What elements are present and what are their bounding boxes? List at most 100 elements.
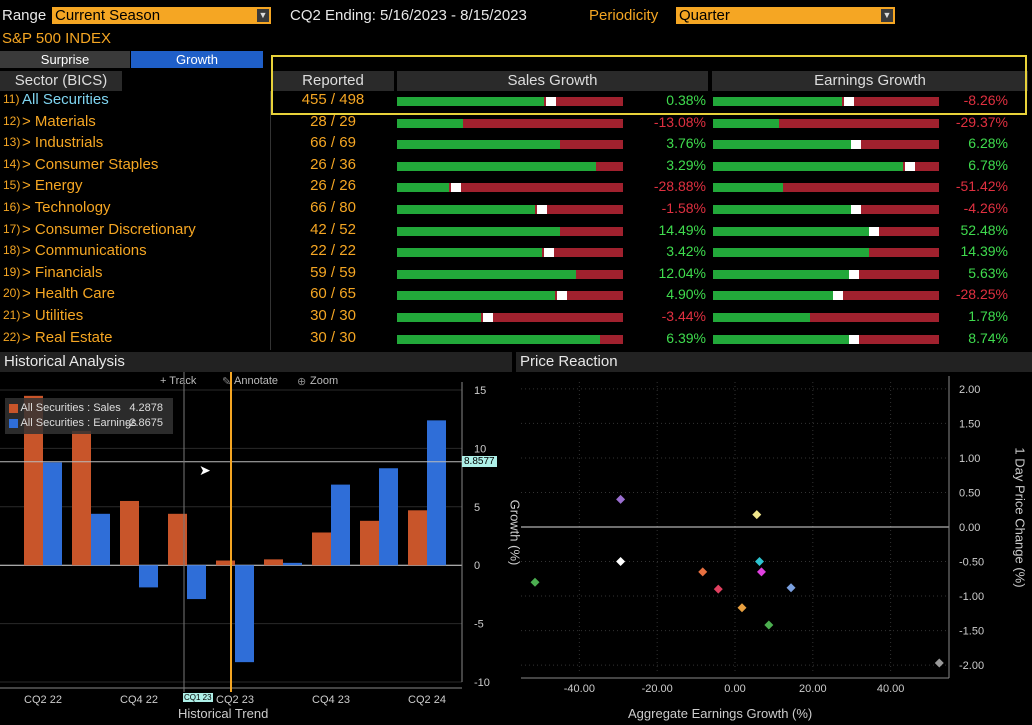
bar-marker — [848, 269, 859, 279]
table-row[interactable]: 11) All Securities 455 / 498 0.38% -8.26… — [0, 91, 1032, 113]
reported-count: 30 / 30 — [310, 328, 356, 346]
sector-name[interactable]: > Utilities — [22, 307, 84, 324]
table-row[interactable]: 16) > Technology 66 / 80 -1.58% -4.26% — [0, 199, 1032, 221]
sales-bar — [168, 513, 187, 566]
range-dropdown[interactable]: Current Season ▼ — [52, 7, 271, 24]
sales-growth-bar — [397, 334, 623, 344]
sales-growth-value: 4.90% — [666, 286, 706, 303]
earnings-growth-value: -8.26% — [963, 92, 1008, 108]
table-row[interactable]: 21) > Utilities 30 / 30 -3.44% 1.78% — [0, 307, 1032, 329]
row-separator — [270, 220, 271, 243]
earnings-bar — [427, 420, 446, 566]
bar-marker — [832, 291, 843, 301]
col-header-reported[interactable]: Reported — [272, 71, 394, 91]
table-row[interactable]: 18) > Communications 22 / 22 3.42% 14.39… — [0, 242, 1032, 264]
bar-marker — [850, 140, 861, 150]
table-row[interactable]: 22) > Real Estate 30 / 30 6.39% 8.74% — [0, 328, 1032, 351]
legend-label-sales: All Securities : Sales — [20, 402, 121, 414]
sector-name[interactable]: > Consumer Staples — [22, 155, 159, 173]
tab-surprise[interactable]: Surprise — [0, 51, 130, 68]
row-number: 16) — [3, 200, 21, 214]
legend-label-earnings: All Securities : Earnings — [20, 417, 137, 429]
sales-growth-value: -3.44% — [661, 308, 706, 324]
sector-name[interactable]: > Real Estate — [22, 328, 113, 346]
tab-growth[interactable]: Growth — [131, 51, 263, 68]
bar-marker — [844, 97, 855, 106]
zoom-icon: ⊕ — [297, 376, 307, 388]
sales-growth-value: 6.39% — [666, 329, 706, 346]
bar-green-fill — [397, 226, 560, 236]
sector-name[interactable]: > Technology — [22, 199, 111, 216]
sales-growth-value: 3.29% — [666, 156, 706, 173]
row-number: 22) — [3, 329, 21, 344]
table-row[interactable]: 19) > Financials 59 / 59 12.04% 5.63% — [0, 263, 1032, 286]
reported-count: 66 / 80 — [310, 199, 356, 216]
bar-marker — [546, 97, 557, 106]
scatter-point — [764, 620, 774, 630]
sector-name[interactable]: > Communications — [22, 242, 147, 260]
y-tick-label: -0.50 — [959, 557, 984, 569]
col-header-sector[interactable]: Sector (BICS) — [0, 71, 122, 91]
col-header-sales-growth[interactable]: Sales Growth — [397, 71, 708, 91]
y-tick-label: -2.00 — [959, 660, 984, 672]
bar-marker — [868, 226, 879, 236]
sector-name[interactable]: > Materials — [22, 112, 96, 130]
price-reaction-chart[interactable]: -40.00 -20.00 0.00 20.00 40.00 2.00 1.50 1.00 0.… — [516, 372, 1032, 725]
sector-name[interactable]: > Health Care — [22, 285, 115, 303]
chevron-down-icon: ▼ — [257, 9, 269, 22]
earnings-growth-value: 1.78% — [968, 308, 1008, 324]
bar-green-fill — [713, 183, 784, 193]
periodicity-dropdown[interactable]: Quarter ▼ — [676, 7, 895, 24]
sales-bar — [120, 500, 139, 566]
row-number: 14) — [3, 156, 21, 171]
table-row[interactable]: 15) > Energy 26 / 26 -28.88% -51.42% — [0, 177, 1032, 199]
table-row[interactable]: 13) > Industrials 66 / 69 3.76% 6.28% — [0, 134, 1032, 156]
row-number: 20) — [3, 286, 21, 301]
scatter-point — [755, 557, 765, 567]
bar-green-fill — [713, 313, 811, 322]
sector-name[interactable]: > Consumer Discretionary — [22, 220, 196, 238]
sales-growth-value: 0.38% — [666, 92, 706, 108]
earnings-bar — [43, 462, 62, 566]
y-tick-label: 5 — [474, 502, 480, 514]
price-reaction-ylabel: 1 Day Price Change (%) — [1012, 447, 1028, 588]
sector-name[interactable]: > Financials — [22, 263, 103, 281]
range-label: Range — [2, 7, 47, 24]
chevron-down-icon: ▼ — [881, 9, 893, 22]
row-separator — [270, 307, 271, 329]
sector-name[interactable]: > Industrials — [22, 134, 104, 152]
earnings-growth-bar — [713, 205, 939, 214]
y-tick-label: 1.00 — [959, 453, 980, 465]
historical-chart[interactable]: -10 -5 0 5 10 15 CQ2 22 CQ4 22 CQ2 23 CQ4 23 CQ2 2… — [0, 372, 512, 725]
sales-bar — [264, 559, 283, 566]
row-number: 19) — [3, 264, 21, 279]
mouse-cursor-icon: ➤ — [199, 462, 211, 478]
x-tick-label: -20.00 — [642, 683, 673, 695]
earnings-growth-value: -51.42% — [955, 178, 1008, 195]
bar-marker — [482, 313, 493, 322]
table-row[interactable]: 20) > Health Care 60 / 65 4.90% -28.25% — [0, 285, 1032, 307]
row-separator — [270, 199, 271, 221]
table-row[interactable]: 17) > Consumer Discretionary 42 / 52 14.… — [0, 220, 1032, 243]
reported-count: 26 / 26 — [310, 177, 356, 195]
table-row[interactable]: 14) > Consumer Staples 26 / 36 3.29% 6.7… — [0, 155, 1032, 178]
annotate-tool[interactable]: Annotate — [234, 375, 279, 387]
earnings-bar — [379, 468, 398, 566]
sales-growth-bar — [397, 205, 623, 214]
bar-green-fill — [397, 313, 481, 322]
zoom-tool[interactable]: Zoom — [310, 375, 339, 387]
earnings-bar — [283, 562, 302, 566]
table-row[interactable]: 12) > Materials 28 / 29 -13.08% -29.37% — [0, 112, 1032, 135]
legend-swatch-earnings — [9, 418, 18, 428]
sector-name[interactable]: > Energy — [22, 177, 83, 195]
historical-legend: All Securities : Sales 4.2878 All Securi… — [5, 398, 173, 434]
bar-green-fill — [397, 248, 542, 258]
price-reaction-xlabel: Aggregate Earnings Growth (%) — [628, 706, 813, 721]
track-tool[interactable]: + Track — [160, 375, 197, 387]
sales-growth-bar — [397, 248, 623, 258]
row-separator — [270, 134, 271, 156]
sales-bar — [312, 532, 331, 566]
earnings-growth-bar — [713, 291, 939, 301]
sector-name[interactable]: All Securities — [22, 91, 109, 108]
col-header-earnings-growth[interactable]: Earnings Growth — [712, 71, 1028, 91]
